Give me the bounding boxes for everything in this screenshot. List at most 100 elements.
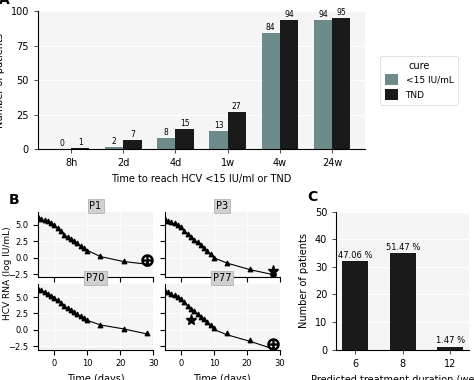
Bar bbox=[210, 131, 228, 149]
X-axis label: Time (days): Time (days) bbox=[193, 374, 251, 380]
Bar bbox=[71, 148, 89, 149]
Text: 51.47 %: 51.47 % bbox=[385, 242, 420, 252]
Bar bbox=[390, 253, 416, 350]
Y-axis label: Number of patients: Number of patients bbox=[0, 33, 5, 128]
Text: 27: 27 bbox=[232, 102, 242, 111]
Point bbox=[181, 228, 188, 234]
Point bbox=[164, 218, 172, 224]
Point bbox=[184, 302, 191, 309]
Text: 2: 2 bbox=[112, 136, 117, 146]
Point bbox=[51, 222, 58, 228]
Text: A: A bbox=[0, 0, 9, 8]
X-axis label: Time (days): Time (days) bbox=[67, 374, 124, 380]
Title: P1: P1 bbox=[90, 201, 101, 211]
Point bbox=[210, 325, 218, 331]
Text: HCV RNA (log IU/mL): HCV RNA (log IU/mL) bbox=[3, 227, 11, 320]
Point bbox=[97, 321, 104, 328]
Point bbox=[37, 287, 45, 293]
Point bbox=[51, 294, 58, 301]
Text: 94: 94 bbox=[318, 10, 328, 19]
Point bbox=[143, 330, 150, 336]
Point bbox=[167, 291, 175, 297]
Point bbox=[161, 216, 168, 222]
Point bbox=[194, 239, 201, 245]
Point bbox=[47, 220, 55, 226]
Point bbox=[80, 245, 88, 251]
Point bbox=[57, 300, 65, 306]
X-axis label: Time to reach HCV <15 IU/ml or TND: Time to reach HCV <15 IU/ml or TND bbox=[111, 174, 292, 184]
Point bbox=[97, 253, 104, 259]
Bar bbox=[157, 138, 175, 149]
Point bbox=[73, 240, 81, 246]
Point bbox=[34, 214, 42, 220]
Text: 47.06 %: 47.06 % bbox=[338, 251, 373, 260]
Point bbox=[61, 231, 68, 238]
Title: P3: P3 bbox=[216, 201, 228, 211]
Point bbox=[120, 258, 128, 264]
Point bbox=[120, 326, 128, 332]
Point bbox=[77, 313, 84, 319]
Point bbox=[164, 290, 172, 296]
Point bbox=[143, 260, 150, 266]
Point bbox=[80, 315, 88, 321]
Point bbox=[70, 238, 78, 244]
Text: 1: 1 bbox=[78, 138, 82, 147]
Bar bbox=[262, 33, 280, 149]
Point bbox=[270, 271, 277, 277]
Point bbox=[223, 330, 231, 336]
Title: P77: P77 bbox=[213, 273, 231, 283]
Point bbox=[270, 345, 277, 352]
X-axis label: Predicted treatment duration (weeks): Predicted treatment duration (weeks) bbox=[311, 374, 474, 380]
Point bbox=[73, 311, 81, 317]
Point bbox=[67, 307, 74, 313]
Point bbox=[201, 245, 208, 251]
Point bbox=[207, 321, 215, 328]
Bar bbox=[123, 140, 142, 149]
Point bbox=[207, 251, 215, 257]
Point bbox=[191, 309, 198, 315]
Point bbox=[177, 224, 185, 230]
Point bbox=[171, 220, 178, 226]
Point bbox=[83, 317, 91, 323]
Bar bbox=[314, 20, 332, 149]
Point bbox=[191, 237, 198, 243]
Text: 94: 94 bbox=[284, 10, 294, 19]
Text: C: C bbox=[307, 190, 317, 204]
Point bbox=[246, 266, 254, 272]
Text: 15: 15 bbox=[180, 119, 190, 128]
Point bbox=[67, 236, 74, 242]
Point bbox=[167, 219, 175, 225]
Text: 13: 13 bbox=[214, 121, 223, 130]
Point bbox=[194, 311, 201, 317]
Text: 84: 84 bbox=[266, 24, 275, 32]
Point bbox=[54, 225, 62, 231]
Point bbox=[161, 288, 168, 294]
Point bbox=[47, 293, 55, 299]
Point bbox=[34, 286, 42, 292]
Point bbox=[197, 314, 205, 320]
Point bbox=[64, 305, 72, 311]
Point bbox=[37, 216, 45, 222]
Text: 8: 8 bbox=[164, 128, 169, 137]
Point bbox=[57, 228, 65, 234]
Point bbox=[223, 260, 231, 266]
Text: B: B bbox=[9, 193, 20, 207]
Point bbox=[41, 217, 48, 223]
Point bbox=[197, 242, 205, 248]
Point bbox=[44, 218, 52, 225]
Point bbox=[54, 297, 62, 303]
Text: 1.47 %: 1.47 % bbox=[436, 336, 465, 345]
Bar bbox=[105, 147, 123, 149]
Point bbox=[204, 248, 211, 254]
Point bbox=[61, 302, 68, 309]
Point bbox=[174, 294, 182, 300]
Point bbox=[187, 306, 195, 312]
Point bbox=[201, 316, 208, 322]
Point bbox=[181, 299, 188, 305]
Bar bbox=[175, 129, 194, 149]
Text: 7: 7 bbox=[130, 130, 135, 139]
Bar bbox=[437, 347, 463, 350]
Point bbox=[177, 296, 185, 302]
Legend: <15 IU/mL, TND: <15 IU/mL, TND bbox=[380, 56, 458, 104]
Point bbox=[41, 289, 48, 295]
